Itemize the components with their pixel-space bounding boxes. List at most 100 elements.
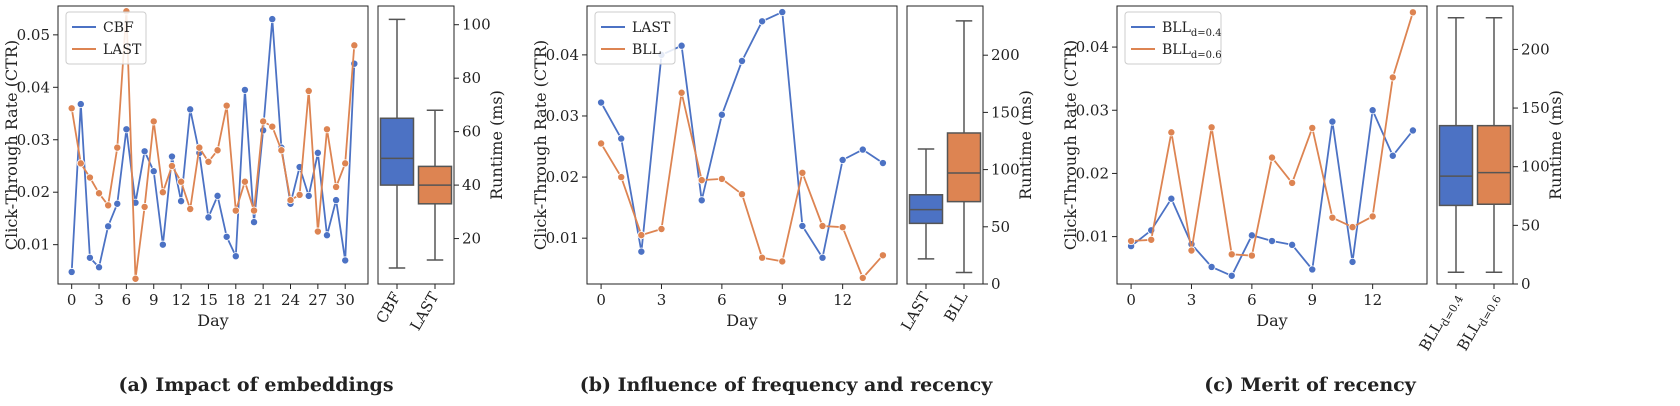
legend-label: LAST — [632, 20, 671, 36]
data-point — [304, 191, 313, 200]
data-point — [177, 197, 186, 206]
box-y-tick-label: 200 — [991, 46, 1020, 64]
x-tick-label: 12 — [833, 291, 852, 309]
data-point — [1308, 265, 1317, 274]
y-tick-label: 0.04 — [17, 78, 50, 96]
data-point — [1388, 73, 1397, 82]
data-point — [167, 161, 176, 170]
box-y-tick-label: 50 — [991, 218, 1010, 236]
legend-label: BLL — [632, 42, 661, 58]
box-y-tick-label: 20 — [462, 230, 481, 248]
data-point — [122, 125, 131, 134]
data-point — [158, 240, 167, 249]
data-point — [597, 139, 606, 148]
x-tick-label: 3 — [657, 291, 667, 309]
data-point — [878, 159, 887, 168]
y-tick-label: 0.02 — [1076, 164, 1109, 182]
data-point — [95, 263, 104, 272]
box-y-tick-label: 100 — [462, 16, 491, 34]
data-point — [131, 274, 140, 283]
data-point — [149, 117, 158, 126]
data-point — [204, 157, 213, 166]
data-point — [240, 85, 249, 94]
data-point — [231, 252, 240, 261]
box-iqr — [946, 132, 982, 203]
y-tick-label: 0.02 — [17, 183, 50, 201]
box-y-tick-label: 200 — [1521, 40, 1550, 58]
data-point — [332, 196, 341, 205]
data-point — [322, 125, 331, 134]
data-point — [1288, 178, 1297, 187]
data-point — [1408, 126, 1417, 135]
data-point — [104, 201, 113, 210]
data-point — [1207, 262, 1216, 271]
data-point — [1187, 246, 1196, 255]
data-point — [758, 17, 767, 26]
y-tick-label: 0.04 — [1076, 38, 1109, 56]
data-point — [259, 117, 268, 126]
data-point — [1368, 212, 1377, 221]
data-point — [85, 253, 94, 262]
data-point — [222, 101, 231, 110]
data-point — [140, 202, 149, 211]
x-tick-label: 9 — [1307, 291, 1317, 309]
box-y-tick-label: 0 — [1521, 275, 1531, 293]
line-plot-frame — [57, 5, 369, 285]
data-point — [1288, 240, 1297, 249]
legend-label: BLLd=0.4 — [1162, 20, 1222, 39]
data-point — [738, 56, 747, 65]
data-point — [67, 267, 76, 276]
data-point — [167, 152, 176, 161]
data-point — [1247, 231, 1256, 240]
data-point — [158, 188, 167, 197]
box-y-axis-label: Runtime (ms) — [487, 90, 506, 200]
data-point — [838, 155, 847, 164]
data-point — [717, 174, 726, 183]
data-point — [85, 173, 94, 182]
data-point — [204, 213, 213, 222]
data-point — [1127, 237, 1136, 246]
box-iqr — [379, 117, 415, 186]
data-point — [95, 189, 104, 198]
data-point — [1348, 257, 1357, 266]
data-point — [637, 247, 646, 256]
data-point — [322, 231, 331, 240]
data-point — [1268, 153, 1277, 162]
box-plot-frame — [906, 5, 984, 285]
data-point — [350, 41, 359, 50]
data-point — [250, 218, 259, 227]
panel-caption: (b) Influence of frequency and recency — [580, 374, 994, 396]
box-y-tick-label: 40 — [462, 176, 481, 194]
data-point — [778, 257, 787, 266]
x-axis-label: Day — [197, 311, 228, 330]
box-x-tick-label: BLL — [940, 289, 971, 325]
box-x-tick-label-subscript: d=0.6 — [1476, 293, 1504, 329]
box-x-tick-label: LAST — [406, 289, 442, 334]
x-tick-label: 3 — [94, 291, 104, 309]
data-point — [778, 8, 787, 17]
series-line-last — [70, 10, 356, 280]
data-point — [286, 196, 295, 205]
data-point — [617, 173, 626, 182]
y-axis-label: Click-Through Rate (CTR) — [531, 40, 550, 250]
data-point — [1227, 250, 1236, 259]
data-point — [341, 159, 350, 168]
panel-2: 0 3 6 9 12 0.01 0.02 0.03 0.04 Day Click-Through R… — [1061, 5, 1565, 396]
data-point — [240, 177, 249, 186]
x-tick-label: 12 — [1363, 291, 1382, 309]
x-tick-label: 0 — [1126, 291, 1136, 309]
data-point — [76, 159, 85, 168]
data-point — [213, 191, 222, 200]
panel-caption: (c) Merit of recency — [1204, 374, 1417, 396]
y-tick-label: 0.01 — [546, 229, 579, 247]
panel-caption: (a) Impact of embeddings — [118, 374, 393, 396]
legend-label: LAST — [103, 42, 142, 58]
legend-box — [594, 11, 676, 65]
data-point — [637, 231, 646, 240]
y-tick-label: 0.01 — [17, 236, 50, 254]
x-tick-label: 9 — [777, 291, 787, 309]
x-tick-label: 21 — [254, 291, 273, 309]
box-y-tick-label: 60 — [462, 123, 481, 141]
